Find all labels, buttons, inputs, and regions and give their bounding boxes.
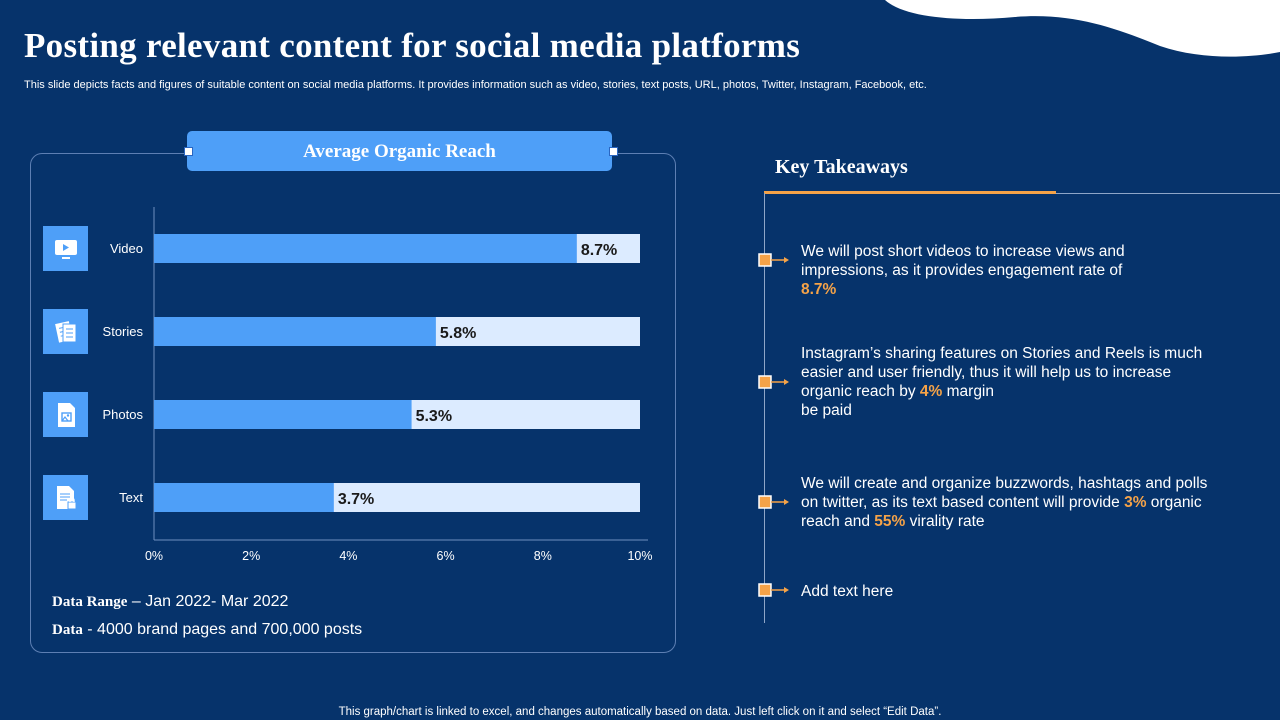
data-range-label: Data Range [52,594,128,610]
page-subtitle: This slide depicts facts and figures of … [24,79,927,91]
data-range-value: – Jan 2022- Mar 2022 [127,593,289,610]
resize-handle-right [609,147,618,156]
chart-panel [30,153,676,653]
photos-icon [43,392,88,437]
takeaway-item: We will create and organize buzzwords, h… [801,475,1208,530]
data-range-line: Data Range – Jan 2022- Mar 2022 [52,593,288,611]
chart-header: Average Organic Reach [187,131,612,171]
bullet-arrow-icon [758,253,789,267]
video-icon [43,226,88,271]
takeaway-item[interactable]: Add text here [801,583,894,600]
footer-note: This graph/chart is linked to excel, and… [338,706,942,718]
key-takeaways-title: Key Takeaways [775,156,908,178]
bullet-arrow-icon [758,495,789,509]
stories-icon [43,309,88,354]
bullet-arrow-icon [758,583,789,597]
data-info-line: Data - 4000 brand pages and 700,000 post… [52,621,362,639]
data-info-value: - 4000 brand pages and 700,000 posts [82,621,363,638]
resize-handle-left [184,147,193,156]
bullet-arrow-icon [758,375,789,389]
text-doc-icon [43,475,88,520]
takeaway-item: We will post short videos to increase vi… [801,243,1125,298]
takeaway-item: Instagram’s sharing features on Stories … [801,345,1203,419]
takeaways-timeline [764,193,765,623]
page-title: Posting relevant content for social medi… [24,26,801,65]
takeaways-accent-bar [764,191,1056,194]
data-info-label: Data [52,622,83,638]
